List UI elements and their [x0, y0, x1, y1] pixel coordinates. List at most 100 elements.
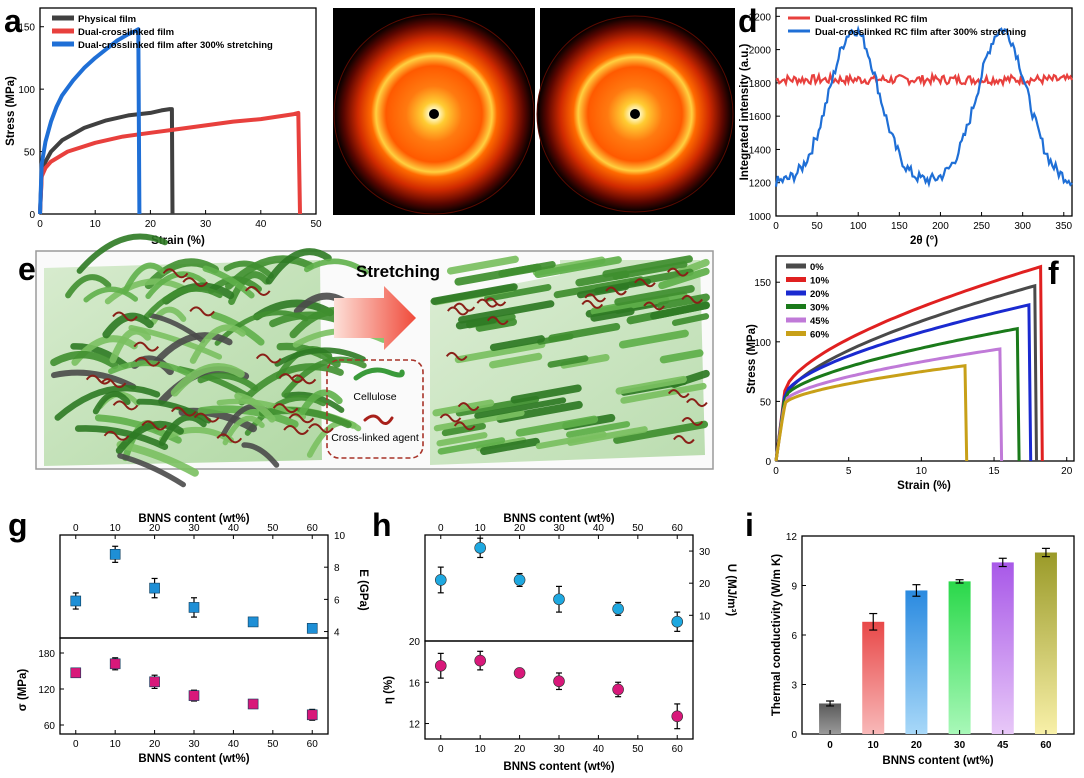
x-tick-label: 150: [891, 221, 908, 232]
fiber: [671, 313, 710, 326]
fiber: [281, 356, 367, 398]
data-point: [612, 603, 624, 615]
panel-d-legend: Dual-crosslinked RC film Dual-crosslinke…: [788, 14, 1026, 38]
fiber: [170, 363, 245, 397]
data-point: [109, 658, 121, 670]
data-point: [474, 654, 486, 667]
fiber: [158, 414, 207, 447]
panel-g-lower-frame: [59, 637, 329, 735]
fiber: [475, 318, 517, 332]
panel-h-toughness-efficiency: 0 10 20 30 40 50 60 0 10 20 30 40 50 60 10 20 30 12 16 20 B…: [383, 513, 737, 773]
y-tick-label: 100: [754, 338, 771, 349]
x-tick-label: 20: [149, 739, 161, 750]
fiber: [437, 437, 506, 455]
data-point: [109, 549, 121, 560]
x-tick-label: 10: [110, 739, 122, 750]
fiber: [537, 333, 574, 345]
crosslinker: [643, 301, 665, 311]
crosslinker: [290, 374, 317, 385]
data-point: [434, 659, 447, 672]
bar-30: [948, 581, 971, 734]
x-tick-label: 30: [954, 740, 966, 751]
data-point: [671, 710, 684, 723]
bar-10: [862, 621, 885, 734]
x-tick-label: 20: [911, 740, 923, 751]
series-line-20%: [774, 303, 1033, 462]
x-tick-label: 10: [90, 219, 102, 230]
panel-b-beamstop: [429, 109, 439, 119]
y-tick-label: 20: [409, 637, 421, 648]
top-x-tick-label: 50: [632, 523, 644, 534]
fiber: [109, 327, 152, 364]
y-tick-label: 6: [334, 595, 340, 606]
fiber: [274, 347, 366, 367]
fiber: [489, 335, 545, 352]
fiber: [534, 256, 622, 279]
panel-c-outer-ring: [536, 15, 734, 213]
data-point: [247, 616, 259, 628]
fiber: [613, 420, 709, 444]
legend-physical-film: Physical film: [78, 14, 136, 25]
fiber: [304, 258, 369, 275]
x-tick-label: 0: [773, 466, 779, 477]
x-tick-label: 20: [1061, 466, 1073, 477]
y-tick-label: 1800: [749, 79, 772, 90]
x-tick-label: 40: [593, 744, 605, 755]
y-tick-label: 1200: [749, 179, 772, 190]
crosslinker: [288, 413, 315, 424]
crosslinker: [112, 311, 138, 322]
x-tick-label: 30: [200, 219, 212, 230]
panel-g-xlabel: BNNS content (wt%): [138, 753, 249, 765]
x-tick-label: 0: [827, 740, 833, 751]
series-line-60%: [774, 364, 969, 462]
x-tick-label: 50: [812, 221, 824, 232]
legend-stretched-film: Dual-crosslinked film after 300% stretch…: [78, 40, 273, 51]
top-x-tick-label: 60: [672, 523, 684, 534]
legend-label-5: 60%: [810, 330, 830, 341]
legend-rc-film-stretched: Dual-crosslinked RC film after 300% stre…: [815, 27, 1026, 38]
fiber: [441, 422, 486, 437]
legend-label-0: 0%: [810, 262, 824, 273]
data-point: [474, 542, 486, 554]
panel-f-frame: [775, 255, 1075, 462]
legend-cellulose: Cellulose: [353, 391, 396, 403]
panel-label-a: a: [4, 3, 22, 39]
fiber: [102, 312, 154, 339]
fiber: [202, 265, 255, 299]
panel-i-ylabel: Thermal conductivity (W/m K): [771, 554, 783, 716]
fiber: [117, 453, 186, 488]
x-tick-label: 40: [255, 219, 267, 230]
crosslinker: [133, 341, 160, 352]
crosslinker: [453, 421, 476, 431]
fiber: [614, 285, 695, 306]
fiber: [657, 293, 710, 310]
y-tick-label: 1400: [749, 145, 772, 156]
x-tick-label: 50: [310, 219, 322, 230]
crosslinker: [134, 356, 161, 367]
crosslinker: [216, 433, 243, 444]
fiber: [151, 332, 233, 367]
crosslinker: [141, 420, 168, 431]
panel-label-e: e: [18, 251, 36, 287]
x-tick-label: 60: [1040, 740, 1052, 751]
fiber: [70, 343, 129, 369]
panel-d-intensity: 0 50 100 150 200 250 300 350 1000 1200 1400 1600 180…: [739, 7, 1074, 247]
y-tick-label: 0: [765, 457, 771, 468]
y-tick-label: 0: [791, 730, 797, 741]
data-point: [149, 676, 160, 688]
x-tick-label: 20: [145, 219, 157, 230]
panel-label-h: h: [372, 507, 392, 543]
fiber: [484, 284, 552, 302]
panel-label-i: i: [745, 507, 754, 543]
fiber: [238, 363, 344, 406]
crosslinker: [667, 267, 689, 277]
y-tick-label: 16: [409, 678, 421, 689]
fiber: [197, 405, 299, 428]
panel-h-upper-ylabel: U (MJ/m³): [725, 564, 737, 617]
crosslinker: [486, 316, 509, 326]
x-tick-label: 200: [932, 221, 949, 232]
fiber: [650, 301, 710, 320]
stretching-label: Stretching: [356, 262, 440, 281]
top-x-tick-label: 40: [593, 523, 605, 534]
y-tick-label: 60: [44, 721, 56, 732]
